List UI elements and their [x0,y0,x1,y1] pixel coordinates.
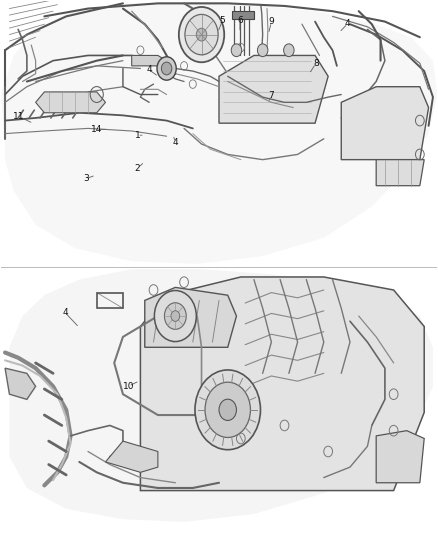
Circle shape [154,290,196,342]
Text: 5: 5 [219,16,226,25]
Text: 9: 9 [268,18,274,27]
Circle shape [195,370,261,450]
Circle shape [231,44,242,56]
Circle shape [205,382,251,438]
Circle shape [157,57,176,80]
Polygon shape [141,277,424,490]
Polygon shape [35,92,106,113]
Text: 4: 4 [173,138,178,147]
Circle shape [179,7,224,62]
Text: 14: 14 [91,125,102,134]
Polygon shape [341,87,428,160]
Circle shape [185,14,218,55]
Polygon shape [5,368,35,399]
Circle shape [161,62,172,75]
Circle shape [284,44,294,56]
Text: 4: 4 [345,19,350,28]
Text: 3: 3 [83,174,89,183]
Polygon shape [219,55,328,123]
Text: 10: 10 [123,382,134,391]
Polygon shape [232,11,254,19]
Polygon shape [106,441,158,472]
Circle shape [171,311,180,321]
Text: 2: 2 [134,164,140,173]
Text: 6: 6 [237,16,243,25]
Polygon shape [10,269,433,522]
Text: 8: 8 [313,59,319,68]
Polygon shape [376,160,424,185]
Circle shape [219,399,237,421]
Circle shape [258,44,268,56]
Polygon shape [1,3,437,264]
Text: 11: 11 [13,112,25,121]
Polygon shape [145,287,237,348]
Text: 7: 7 [268,91,274,100]
Polygon shape [132,55,166,66]
Circle shape [196,28,207,41]
Polygon shape [376,431,424,483]
Circle shape [164,303,186,329]
Text: 1: 1 [134,131,140,140]
Text: 4: 4 [146,66,152,74]
Text: 4: 4 [63,308,68,317]
